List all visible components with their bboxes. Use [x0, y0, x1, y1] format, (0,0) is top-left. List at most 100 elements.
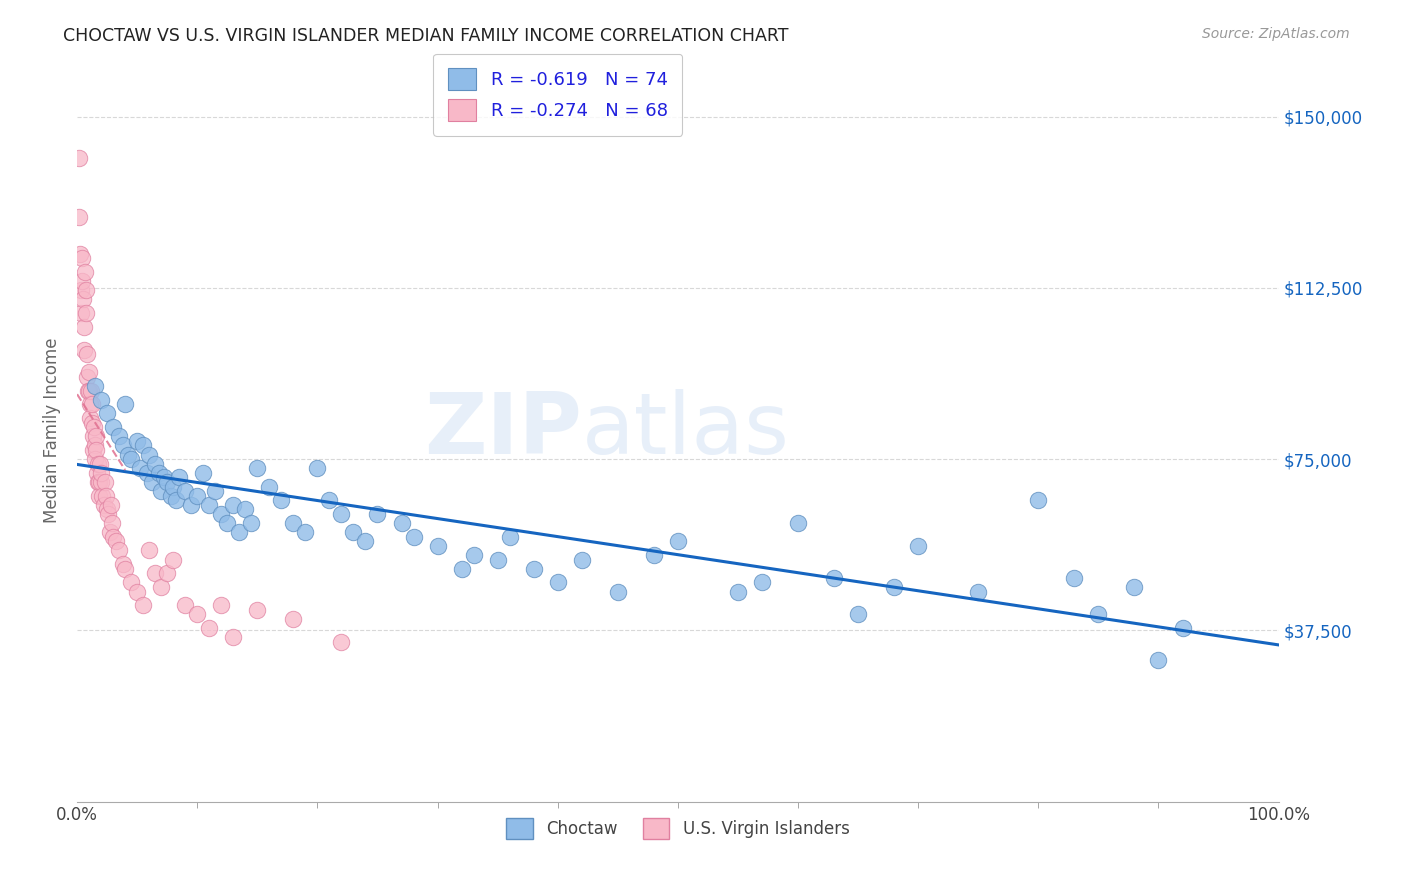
Point — [606, 584, 628, 599]
Point — [73, 343, 96, 357]
Point — [156, 566, 179, 581]
Point — [69, 210, 91, 224]
Point — [93, 475, 115, 489]
Point — [87, 475, 110, 489]
Point — [222, 630, 245, 644]
Text: atlas: atlas — [582, 389, 790, 472]
Point — [77, 384, 100, 398]
Point — [823, 571, 845, 585]
Point — [132, 438, 155, 452]
Point — [330, 634, 353, 648]
Point — [82, 429, 104, 443]
Point — [330, 507, 353, 521]
Point — [67, 151, 90, 165]
Point — [94, 489, 117, 503]
Point — [72, 274, 94, 288]
Point — [846, 607, 869, 622]
Point — [75, 283, 97, 297]
Point — [76, 347, 98, 361]
Point — [148, 466, 170, 480]
Point — [294, 525, 316, 540]
Point — [1123, 580, 1146, 594]
Point — [198, 621, 221, 635]
Point — [143, 566, 166, 581]
Point — [101, 516, 124, 530]
Point — [342, 525, 364, 540]
Point — [643, 548, 665, 562]
Point — [100, 498, 122, 512]
Point — [128, 461, 150, 475]
Point — [117, 448, 139, 462]
Point — [83, 438, 105, 452]
Point — [174, 484, 197, 499]
Point — [402, 530, 425, 544]
Point — [193, 466, 215, 480]
Point — [162, 479, 184, 493]
Text: Source: ZipAtlas.com: Source: ZipAtlas.com — [1202, 27, 1350, 41]
Point — [93, 498, 115, 512]
Point — [86, 475, 108, 489]
Point — [354, 534, 377, 549]
Point — [186, 607, 208, 622]
Point — [156, 475, 179, 489]
Point — [80, 397, 103, 411]
Point — [111, 438, 134, 452]
Point — [1171, 621, 1194, 635]
Point — [132, 599, 155, 613]
Point — [75, 306, 97, 320]
Point — [883, 580, 905, 594]
Point — [727, 584, 749, 599]
Text: CHOCTAW VS U.S. VIRGIN ISLANDER MEDIAN FAMILY INCOME CORRELATION CHART: CHOCTAW VS U.S. VIRGIN ISLANDER MEDIAN F… — [63, 27, 789, 45]
Point — [101, 530, 124, 544]
Point — [87, 457, 110, 471]
Point — [77, 384, 100, 398]
Point — [209, 507, 232, 521]
Point — [174, 599, 197, 613]
Point — [89, 489, 111, 503]
Text: ZIP: ZIP — [425, 389, 582, 472]
Point — [1087, 607, 1109, 622]
Point — [233, 502, 256, 516]
Point — [138, 543, 160, 558]
Point — [152, 470, 174, 484]
Point — [167, 470, 190, 484]
Point — [97, 507, 120, 521]
Point — [159, 489, 181, 503]
Point — [80, 384, 103, 398]
Point — [270, 493, 292, 508]
Y-axis label: Median Family Income: Median Family Income — [44, 338, 60, 524]
Point — [70, 306, 93, 320]
Point — [486, 552, 509, 566]
Point — [150, 484, 173, 499]
Point — [73, 319, 96, 334]
Point — [666, 534, 689, 549]
Point — [450, 562, 472, 576]
Point — [90, 466, 112, 480]
Point — [76, 370, 98, 384]
Point — [222, 498, 245, 512]
Point — [69, 246, 91, 260]
Point — [73, 265, 96, 279]
Point — [259, 479, 281, 493]
Point — [127, 584, 149, 599]
Point — [72, 293, 94, 307]
Point — [141, 475, 163, 489]
Point — [84, 379, 107, 393]
Point — [209, 599, 232, 613]
Point — [787, 516, 810, 530]
Point — [77, 365, 100, 379]
Legend: Choctaw, U.S. Virgin Islanders: Choctaw, U.S. Virgin Islanders — [499, 812, 856, 846]
Point — [366, 507, 388, 521]
Point — [84, 452, 107, 467]
Point — [86, 466, 108, 480]
Point — [240, 516, 263, 530]
Point — [104, 534, 127, 549]
Point — [523, 562, 546, 576]
Point — [70, 251, 93, 265]
Point — [463, 548, 485, 562]
Point — [86, 442, 108, 457]
Point — [198, 498, 221, 512]
Point — [108, 543, 131, 558]
Point — [547, 575, 569, 590]
Point — [1028, 493, 1050, 508]
